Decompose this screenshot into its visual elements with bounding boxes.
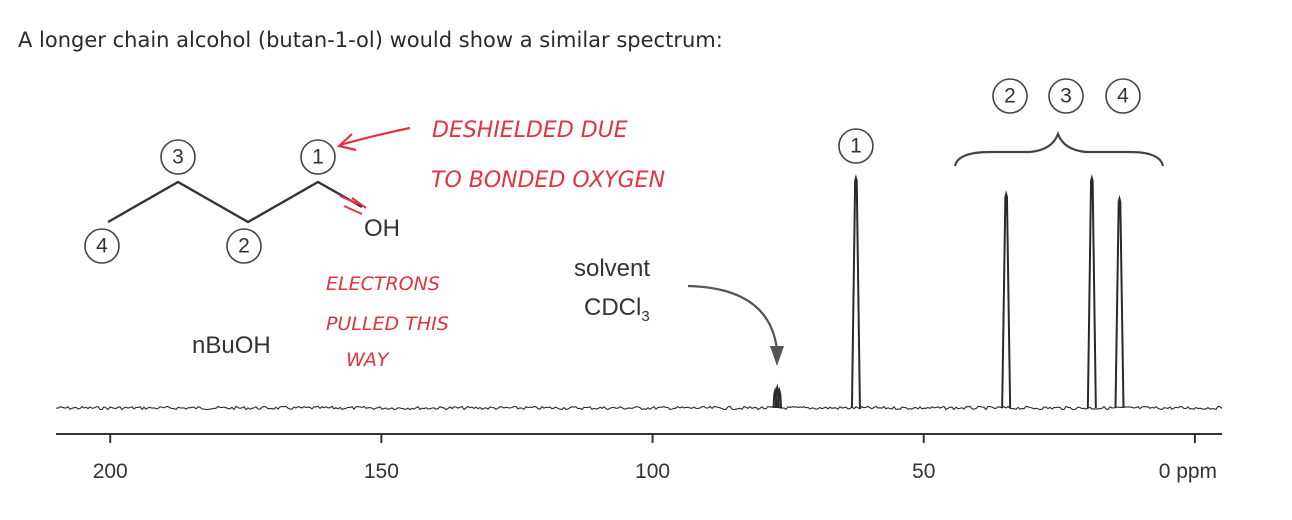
svg-text:3: 3 xyxy=(1060,85,1072,108)
electrons-note-line3: WAY xyxy=(346,349,390,371)
butanol-structure: 3 1 4 2 OH nBuOH xyxy=(84,139,400,359)
carbon-label-1: 1 xyxy=(300,139,336,175)
x-tick-label-200: 200 xyxy=(93,460,128,483)
peak-1 xyxy=(850,174,861,409)
group-label-2: 2 xyxy=(992,78,1028,114)
deshielded-note-line2: TO BONDED OXYGEN xyxy=(431,168,665,193)
carbon-chain xyxy=(107,180,363,224)
solvent-arrowhead-icon xyxy=(770,346,784,366)
peak-4 xyxy=(1114,194,1125,409)
arrow-to-carbon1-icon xyxy=(339,126,411,147)
peak-label-1: 1 xyxy=(838,128,874,164)
x-tick-label-50: 50 xyxy=(912,460,935,483)
peak-2 xyxy=(1001,190,1012,409)
x-tick-label-150: 150 xyxy=(364,460,399,483)
oh-label: OH xyxy=(364,215,400,242)
electrons-note-line1: ELECTRONS xyxy=(326,273,440,295)
group-label-3: 3 xyxy=(1048,78,1084,114)
svg-text:2: 2 xyxy=(1004,85,1016,108)
molecule-name: nBuOH xyxy=(192,332,271,359)
x-tick-label-100: 100 xyxy=(635,460,670,483)
carbon-label-2: 2 xyxy=(226,228,262,264)
solvent-arrow xyxy=(687,284,779,351)
carbon-label-3: 3 xyxy=(160,139,196,175)
solvent-formula: CDCl3 xyxy=(584,294,650,325)
handwritten-notes: DESHIELDED DUE TO BONDED OXYGEN ELECTRON… xyxy=(326,118,665,371)
spectrum-plot: 1 2 3 4 200 150 100 50 0 ppm xyxy=(55,78,1223,483)
baseline-noise xyxy=(55,405,1223,411)
deshielded-note-line1: DESHIELDED DUE xyxy=(432,118,628,143)
intro-text: A longer chain alcohol (butan-1-ol) woul… xyxy=(18,28,723,52)
peak-3 xyxy=(1086,174,1097,409)
svg-text:1: 1 xyxy=(850,135,862,158)
peak-group-brace xyxy=(953,130,1165,167)
group-label-4: 4 xyxy=(1105,78,1141,114)
svg-text:2: 2 xyxy=(238,235,250,258)
svg-text:1: 1 xyxy=(312,146,324,169)
carbon-label-4: 4 xyxy=(84,228,120,264)
bond-arrow-icon xyxy=(339,195,367,215)
solvent-peak-3 xyxy=(776,386,783,409)
electrons-note-line2: PULLED THIS xyxy=(326,313,449,335)
svg-text:4: 4 xyxy=(1117,85,1129,108)
x-tick-label-0: 0 ppm xyxy=(1159,460,1217,483)
solvent-annotation: solvent CDCl3 xyxy=(574,255,784,366)
svg-text:3: 3 xyxy=(172,146,184,169)
svg-text:4: 4 xyxy=(96,235,108,258)
solvent-label: solvent xyxy=(574,255,650,282)
arrowhead-icon xyxy=(336,133,357,152)
